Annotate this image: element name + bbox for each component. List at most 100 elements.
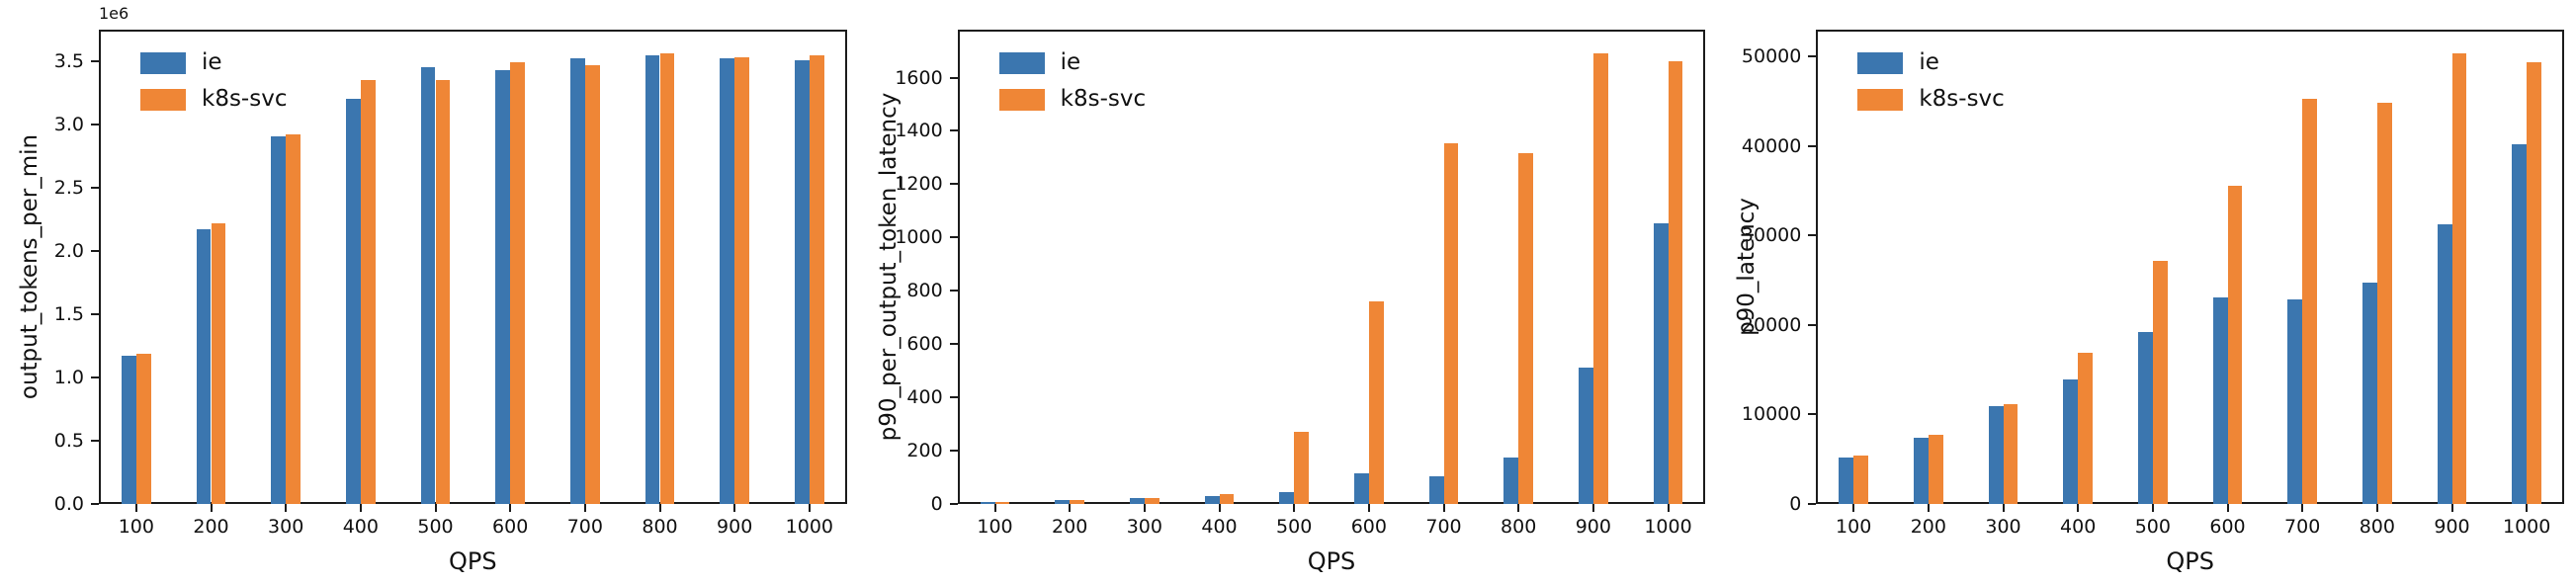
y-tick-label: 600 [906,333,943,356]
x-axis-label: QPS [2166,547,2214,575]
legend-entry: ie [140,51,287,74]
x-tick-mark [1667,504,1670,512]
y-tick-label: 0 [930,493,943,515]
bar-ie [1653,222,1669,504]
bar-k8s-svc [1853,456,1868,504]
bar-k8s-svc [2376,103,2392,504]
x-tick-label: 700 [1425,516,1462,538]
bar-k8s-svc [1443,142,1459,504]
bar-ie [2512,143,2528,504]
x-tick-mark [1927,504,1930,512]
bar-ie [2437,223,2452,504]
x-tick-mark [583,504,586,512]
bar-ie [2138,332,2153,504]
y-tick-mark [91,313,99,315]
y-tick-label: 20000 [1741,313,1802,336]
y-tick-mark [91,250,99,252]
x-tick-mark [2151,504,2154,512]
chart-p90-latency: 0 10000 20000 30000 40000 50000 100 200 300 400 50… [1717,0,2576,585]
legend-label: k8s-svc [1060,86,1147,112]
y-tick-mark [949,129,958,132]
bar-k8s-svc [135,353,151,504]
bar-ie [1428,475,1444,504]
bar-ie [980,501,995,504]
x-tick-label: 300 [268,516,304,538]
y-tick-mark [1808,323,1817,326]
y-tick-mark [91,440,99,442]
x-tick-mark [1293,504,1296,512]
y-tick-mark [91,503,99,505]
x-tick-label: 700 [566,516,603,538]
y-tick-label: 1600 [895,66,943,89]
y-tick-label: 1.5 [53,303,84,325]
x-tick-mark [1218,504,1221,512]
x-tick-mark [2375,504,2378,512]
x-tick-mark [2526,504,2529,512]
x-tick-label: 900 [717,516,753,538]
x-tick-mark [1852,504,1855,512]
x-tick-label: 600 [492,516,529,538]
y-tick-label: 30000 [1741,224,1802,247]
y-tick-mark [91,60,99,62]
legend-label: ie [1919,49,1939,75]
x-tick-mark [2077,504,2080,512]
bar-k8s-svc [659,53,675,504]
legend: ie k8s-svc [140,51,287,111]
bar-k8s-svc [1518,153,1533,504]
bar-ie [122,356,136,504]
bar-ie [1579,368,1593,504]
x-tick-label: 1000 [1644,516,1692,538]
x-tick-mark [509,504,512,512]
legend-swatch-k8s-svc [998,88,1045,111]
legend-entry: ie [998,49,1146,75]
y-tick-label: 3.0 [53,114,84,135]
bar-k8s-svc [1592,53,1608,504]
bar-k8s-svc [1070,499,1084,504]
y-tick-label: 1400 [895,120,943,142]
x-tick-label: 1000 [785,516,834,538]
x-tick-label: 800 [2359,516,2395,538]
legend-entry: k8s-svc [1857,88,2005,111]
x-tick-label: 400 [2060,516,2097,538]
y-tick-mark [949,503,958,505]
bar-ie [2063,379,2079,504]
y-tick-label: 50000 [1741,45,1802,68]
y-tick-mark [91,187,99,189]
bar-k8s-svc [2451,53,2467,504]
legend: ie k8s-svc [998,49,1147,112]
y-tick-mark [949,76,958,79]
y-tick-label: 10000 [1741,403,1802,426]
y-tick-label: 3.5 [53,50,84,72]
x-tick-label: 500 [2134,516,2171,538]
bar-ie [196,229,212,504]
bar-k8s-svc [2227,185,2243,504]
bar-k8s-svc [584,64,600,504]
chart-output-tokens-per-min: 0.0 0.5 1.0 1.5 2.0 2.5 3.0 3.5 100 200 300 400 500 6… [0,0,859,585]
y-tick-label: 2.0 [53,240,84,262]
x-tick-label: 600 [2209,516,2246,538]
bar-ie [1354,472,1369,504]
bar-ie [2362,283,2377,504]
bar-k8s-svc [360,80,376,504]
legend-label: k8s-svc [202,86,288,112]
x-tick-label: 800 [642,516,678,538]
legend-swatch-ie [1857,51,1904,74]
x-tick-mark [1069,504,1072,512]
y-tick-label: 2.5 [53,177,84,199]
bar-k8s-svc [510,62,525,504]
y-tick-mark [1808,234,1817,237]
bar-ie [1839,457,1854,504]
bar-ie [1914,437,1929,504]
bar-ie [346,99,361,504]
legend-swatch-ie [998,51,1045,74]
legend-label: ie [1060,49,1081,75]
y-axis-label: p90_per_output_token_latency [875,92,902,442]
bar-k8s-svc [994,501,1010,504]
x-tick-mark [2226,504,2229,512]
bar-k8s-svc [809,54,824,504]
bar-ie [720,58,735,504]
x-tick-mark [359,504,362,512]
y-tick-mark [1808,144,1817,147]
x-tick-mark [434,504,437,512]
chart-p90-per-output-token-latency: 0 200 400 600 800 1000 1200 1400 1600 100 200 300 40… [859,0,1718,585]
